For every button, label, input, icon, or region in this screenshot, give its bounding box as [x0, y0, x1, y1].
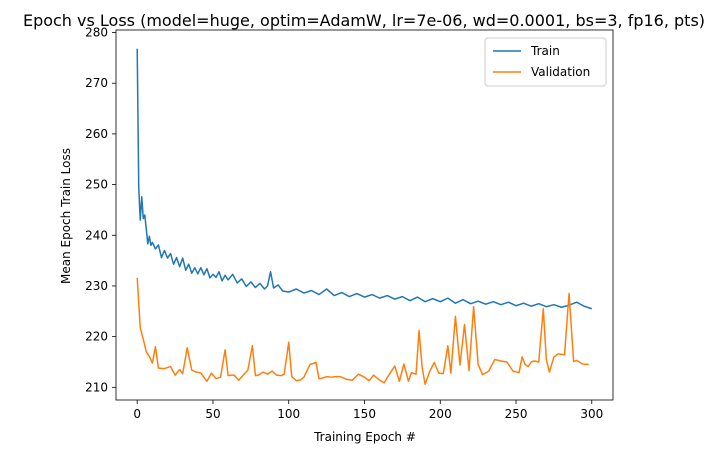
x-tick-label: 0: [133, 407, 141, 421]
x-tick-label: 250: [505, 407, 528, 421]
y-tick-label: 280: [85, 26, 108, 40]
series-line-train: [136, 48, 593, 310]
y-tick-label: 250: [85, 178, 108, 192]
x-axis-label: Training Epoch #: [313, 430, 416, 444]
x-tick-label: 50: [205, 407, 220, 421]
chart-title: Epoch vs Loss (model=huge, optim=AdamW, …: [23, 11, 705, 30]
legend-label-train: Train: [530, 44, 560, 58]
y-tick-label: 270: [85, 76, 108, 90]
series-line-validation: [136, 277, 589, 386]
x-tick-label: 100: [277, 407, 300, 421]
y-tick-label: 240: [85, 228, 108, 242]
x-tick-label: 200: [429, 407, 452, 421]
y-tick-label: 220: [85, 330, 108, 344]
x-axis: 0 50 100 150 200 250 300: [133, 400, 603, 421]
y-tick-label: 210: [85, 380, 108, 394]
y-axis: 210 220 230 240 250 260 270 280: [85, 26, 116, 394]
y-tick-label: 230: [85, 279, 108, 293]
y-tick-label: 260: [85, 127, 108, 141]
y-axis-label: Mean Epoch Train Loss: [59, 148, 73, 284]
legend: Train Validation: [484, 37, 607, 87]
x-tick-label: 150: [353, 407, 376, 421]
legend-box: [484, 37, 607, 87]
legend-label-validation: Validation: [531, 65, 590, 79]
x-tick-label: 300: [580, 407, 603, 421]
